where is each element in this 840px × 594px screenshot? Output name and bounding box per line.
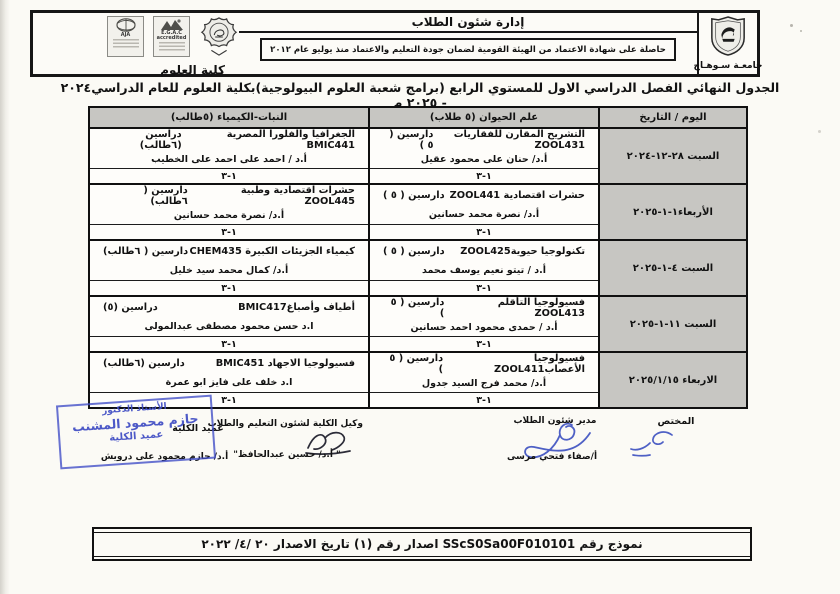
course-name: فسيولوجيا التأقلم ZOOL413 [497, 297, 585, 319]
professor-name: أ.د / احمد على احمد على الخطيب [151, 154, 307, 165]
aja-certification-icon: AJA [107, 16, 144, 57]
aja-fineprint [112, 39, 139, 49]
egac-fineprint [158, 42, 185, 52]
student-count: دارسين ( ٦طالب) [143, 185, 188, 207]
professor-name: أ.د/ نصرة محمد حسانين [173, 210, 285, 221]
exam-date: السبت ١١-١-٢٠٢٥ [598, 295, 748, 353]
professor-name: أ.د/ كمال محمد سيد خليل [169, 265, 289, 277]
exam-date: السبت ٤-١-٢٠٢٥ [598, 239, 748, 297]
student-count: دارسين ( ٥ ) [389, 353, 444, 375]
student-count: دارسين (٦طالب) [103, 357, 185, 369]
aja-label: AJA [120, 32, 131, 38]
egac-label: E.G.A.C [161, 30, 182, 36]
course-name: حشرات اقتصادية وطبية ZOOL445 [240, 185, 355, 207]
professor-name: أ.د/ حنان على محمود عقيل [420, 154, 548, 165]
professor-name: أ.د/ نصرة محمد حسانين [428, 209, 540, 221]
university-block: جامعـة سـوهـاج [694, 13, 762, 74]
header-botany-chemistry: النبات-الكيمياء (٥طالب) [88, 106, 370, 129]
exam-time: ١-٣ [90, 224, 368, 239]
professor-name: أ.د / حمدى محمود احمد حسانين [410, 322, 558, 333]
student-count: دارسين ( ٥ ) [383, 245, 445, 257]
form-reference-bar: نموذج رقم SScS0Sa00F010101 اصدار رقم (١)… [92, 527, 752, 561]
department-title: إدارة شئون الطلاب [239, 13, 697, 33]
exam-time: ١-٣ [370, 280, 598, 295]
exam-schedule-table: اليوم / التاريخ علم الحيوان (٥ طلاب) الن… [88, 106, 748, 409]
exam-time: ١-٣ [90, 336, 368, 351]
student-count: دارسين ( ٥ ) [390, 297, 445, 319]
header-zoology: علم الحيوان (٥ طلاب) [368, 106, 600, 129]
exam-time: ١-٣ [370, 168, 598, 183]
student-count: دراسين (٦طالب) [139, 129, 182, 151]
table-row: السبت ٤-١-٢٠٢٥ تكنولوجيا حيويةZOOL425 دار… [88, 239, 748, 297]
faculty-block: E.G.A.C accredited AJA كلية العلوم [33, 13, 245, 77]
course-name: فسيولوجيا الأعصابZOOL411 [494, 353, 585, 375]
student-count: دراسين (٥) [103, 301, 158, 313]
student-count: دارسين ( ٥ ) [383, 189, 445, 201]
vice-dean-signature [298, 428, 356, 460]
exam-time: ١-٣ [90, 168, 368, 183]
exam-time: ١-٣ [370, 336, 598, 351]
page-title: الجدول النهائي الفصل الدراسي الاول للمست… [60, 80, 780, 110]
vice-dean-title: وكيل الكلية لشئون التعليم والطلاب [207, 419, 363, 429]
faculty-logos: E.G.A.C accredited AJA [37, 16, 239, 62]
course-name: أطياف وأصباغBMIC417 [238, 301, 355, 313]
exam-time: ١-٣ [370, 224, 598, 239]
dean-title: عميد الكلية [172, 423, 224, 434]
specialist-signature [626, 425, 678, 463]
scan-edge-shadow [0, 0, 10, 594]
professor-name: ا.د خلف على فايز ابو عمرة [165, 377, 293, 389]
student-count: دارسين ( ٥ ) [389, 129, 434, 151]
professor-name: أ.د / تيتو نعيم يوسف محمد [421, 265, 547, 277]
student-count: دارسين ( ٦طالب) [103, 245, 189, 257]
exam-date: الاربعاء ٢٠٢٥/١/١٥ [598, 351, 748, 409]
header-middle: إدارة شئون الطلاب حاصلة على شهادة الاعتم… [239, 13, 697, 74]
exam-date: السبت ٢٨-١٢-٢٠٢٤ [598, 127, 748, 185]
professor-name: ا.د حسن محمود مصطفى عبدالمولى [144, 321, 314, 333]
professor-name: أ.د/ محمد فرج السيد جدول [421, 378, 547, 389]
exam-time: ١-٣ [370, 392, 598, 407]
table-row: السبت ٢٨-١٢-٢٠٢٤ التشريح المقارن للفقاري… [88, 127, 748, 185]
letterhead: جامعـة سـوهـاج إدارة شئون الطلاب حاصلة ع… [30, 10, 762, 77]
course-name: الجغرافيا والفلورا المصرية BMIC441 [226, 129, 355, 151]
dean-name: أ.د/ حازم محمود على درويش [100, 452, 229, 462]
exam-time: ١-٣ [90, 280, 368, 295]
student-affairs-director-title: مدير شئون الطلاب [513, 416, 597, 426]
scan-speck [800, 30, 802, 32]
scan-speck [818, 130, 821, 133]
table-row: السبت ١١-١-٢٠٢٥ فسيولوجيا التأقلم ZOOL41… [88, 295, 748, 353]
course-name: كيمياء الجزيئات الكبيرة CHEM435 [189, 245, 355, 257]
vice-dean-name: " أ.د/ حسين عبدالحافظ" [233, 450, 341, 460]
university-name: جامعـة سـوهـاج [693, 61, 763, 71]
course-name: حشرات اقتصادية ZOOL441 [449, 189, 585, 201]
course-name: التشريح المقارن للفقاريات ZOOL431 [453, 129, 585, 151]
form-reference-text: نموذج رقم SScS0Sa00F010101 اصدار رقم (١)… [201, 537, 643, 551]
student-affairs-director-signature [514, 419, 598, 467]
exam-time: ١-٣ [90, 392, 368, 407]
scan-speck [790, 24, 793, 27]
table-row: الأربعاء١-١-٢٠٢٥ حشرات اقتصادية ZOOL441 د… [88, 183, 748, 241]
exam-date: الأربعاء١-١-٢٠٢٥ [598, 183, 748, 241]
faculty-name: كلية العلوم [160, 63, 225, 77]
table-row: الاربعاء ٢٠٢٥/١/١٥ فسيولوجيا الأعصابZOOL… [88, 351, 748, 409]
egac-accreditation-icon: E.G.A.C accredited [153, 16, 190, 57]
student-affairs-director-name: أ/صفاء فتحي مرسى [506, 452, 598, 462]
table-header-row: اليوم / التاريخ علم الحيوان (٥ طلاب) الن… [88, 106, 748, 129]
course-name: فسيولوجيا الاجهاد BMIC451 [215, 357, 355, 369]
specialist-title: المختص [657, 416, 695, 427]
faculty-seal-icon [199, 16, 239, 62]
sohag-university-shield-icon [709, 16, 747, 60]
header-day-date: اليوم / التاريخ [598, 106, 748, 129]
egac-sublabel: accredited [156, 35, 187, 41]
course-name: تكنولوجيا حيويةZOOL425 [460, 245, 585, 257]
dean-stamp: الأستاذ الدكتور حازم محمود المشنب عميد ا… [55, 394, 217, 470]
accreditation-note: حاصلة على شهادة الاعتماد من الهيئة القوم… [260, 38, 676, 61]
